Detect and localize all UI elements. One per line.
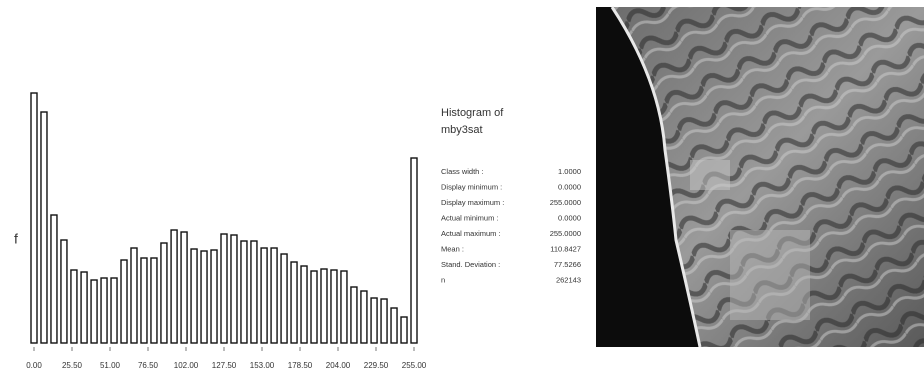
bar: [101, 278, 107, 343]
bar: [181, 232, 187, 343]
bar: [61, 240, 67, 343]
bar: [411, 158, 417, 343]
bar: [401, 317, 407, 343]
bar: [31, 93, 37, 343]
x-tick-label: 127.50: [212, 361, 237, 370]
x-tick-label: 178.50: [288, 361, 313, 370]
bar: [371, 298, 377, 343]
bar: [361, 291, 367, 343]
bar: [221, 234, 227, 343]
bar: [291, 262, 297, 343]
y-axis-label: f: [14, 231, 18, 247]
stat-value: 0.0000: [558, 182, 581, 191]
bar: [351, 287, 357, 343]
satellite-image: [596, 7, 924, 347]
bar: [41, 112, 47, 343]
stat-label: Class width :: [441, 167, 484, 176]
bar: [301, 266, 307, 343]
x-tick-label: 102.00: [174, 361, 199, 370]
bar: [331, 270, 337, 343]
bar: [281, 254, 287, 343]
stat-value: 1.0000: [558, 167, 581, 176]
stat-value: 262143: [556, 275, 581, 284]
x-tick-label: 229.50: [364, 361, 389, 370]
bar: [241, 241, 247, 343]
bar: [321, 269, 327, 343]
bar: [171, 230, 177, 343]
bar: [251, 241, 257, 343]
bar: [341, 271, 347, 343]
stat-value: 255.0000: [550, 229, 581, 238]
stat-label: Actual maximum :: [441, 229, 501, 238]
stat-value: 0.0000: [558, 213, 581, 222]
chart: f Histogram of mby3sat 0.00 25.50 51.00 76.…: [0, 0, 924, 372]
stat-label: Display maximum :: [441, 198, 504, 207]
x-tick-label: 255.00: [402, 361, 427, 370]
bar: [111, 278, 117, 343]
x-tick-label: 204.00: [326, 361, 351, 370]
x-tick-label: 25.50: [62, 361, 83, 370]
stat-label: n: [441, 275, 445, 284]
x-tick-label: 76.50: [138, 361, 159, 370]
stats-title: mby3sat: [441, 124, 483, 136]
bar: [381, 299, 387, 343]
stat-value: 110.8427: [550, 244, 581, 253]
bar: [91, 280, 97, 343]
bar: [211, 250, 217, 343]
stat-value: 77.5266: [554, 260, 581, 269]
bar: [231, 235, 237, 343]
bar: [81, 272, 87, 343]
bar: [161, 243, 167, 343]
bar: [201, 251, 207, 343]
bar: [261, 248, 267, 343]
bar: [311, 271, 317, 343]
stats-title: Histogram of: [441, 107, 504, 119]
screen: f Histogram of mby3sat 0.00 25.50 51.00 76.…: [0, 0, 924, 372]
bar: [191, 249, 197, 343]
bar: [51, 215, 57, 343]
bar: [151, 258, 157, 343]
bar: [141, 258, 147, 343]
bar: [271, 248, 277, 343]
x-tick-label: 153.00: [250, 361, 275, 370]
bar: [391, 308, 397, 343]
bar: [121, 260, 127, 343]
x-tick-label: 51.00: [100, 361, 121, 370]
x-tick-label: 0.00: [26, 361, 42, 370]
bar: [71, 270, 77, 343]
bar: [131, 248, 137, 343]
stat-label: Stand. Deviation :: [441, 260, 500, 269]
stat-label: Mean :: [441, 244, 464, 253]
stat-value: 255.0000: [550, 198, 581, 207]
stat-label: Display minimum :: [441, 182, 502, 191]
stat-label: Actual minimum :: [441, 213, 499, 222]
